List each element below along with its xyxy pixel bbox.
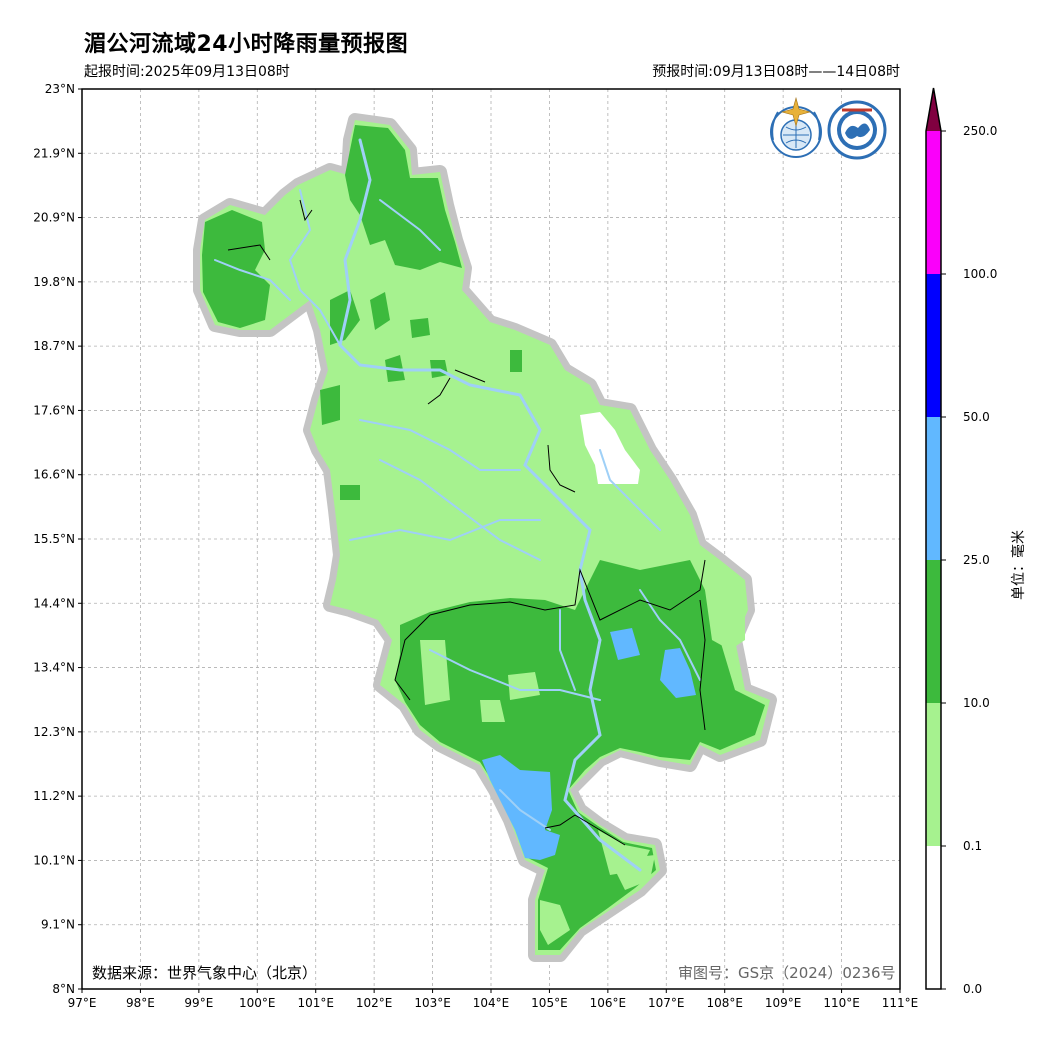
x-tick-label: 101°E <box>297 996 334 1010</box>
issue-time: 起报时间:2025年09月13日08时 <box>84 64 290 80</box>
y-tick-label: 12.3°N <box>33 725 75 739</box>
x-tick-label: 106°E <box>590 996 627 1010</box>
colorbar-tick-label: 0.1 <box>963 839 982 853</box>
data-source: 数据来源：世界气象中心（北京） <box>92 964 318 982</box>
x-tick-label: 98°E <box>126 996 155 1010</box>
x-tick-label: 105°E <box>531 996 568 1010</box>
x-tick-label: 99°E <box>184 996 213 1010</box>
rain-zone-0-0.1 <box>580 412 640 484</box>
unit-label: 单位：毫米 <box>1011 530 1027 600</box>
y-tick-label: 16.6°N <box>33 468 75 482</box>
x-tick-label: 100°E <box>239 996 276 1010</box>
colorbar-tick-label: 0.0 <box>963 982 982 996</box>
x-tick-label: 110°E <box>823 996 860 1010</box>
y-axis: 23°N 21.9°N 20.9°N 19.8°N 18.7°N 17.6°N 16.6°N… <box>33 82 82 996</box>
rain-zone-25-50-west <box>482 755 560 860</box>
y-tick-label: 8°N <box>52 982 75 996</box>
colorbar-tick-label: 10.0 <box>963 696 990 710</box>
cma-emblem-icon <box>827 100 887 160</box>
rain-zone-10-25-north <box>345 125 462 270</box>
rain-zone-0.1-10 <box>200 120 770 955</box>
colorbar-tick-label: 25.0 <box>963 553 990 567</box>
y-tick-label: 17.6°N <box>33 403 75 417</box>
map-title: 湄公河流域24小时降雨量预报图 <box>84 32 409 57</box>
x-tick-label: 107°E <box>648 996 685 1010</box>
country-boundaries <box>227 199 706 846</box>
colorbar-tick-label: 100.0 <box>963 267 997 281</box>
x-tick-label: 111°E <box>882 996 919 1010</box>
y-tick-label: 14.4°N <box>33 596 75 610</box>
y-tick-label: 13.4°N <box>33 661 75 675</box>
colorbar-ticks: 0.0 0.1 10.0 25.0 50.0 100.0 250.0 <box>941 124 997 996</box>
x-tick-label: 109°E <box>765 996 802 1010</box>
y-tick-label: 21.9°N <box>33 146 75 160</box>
colorbar-tick-label: 50.0 <box>963 410 990 424</box>
river-network <box>214 138 701 872</box>
rain-zone-0.1-10-islands <box>420 585 745 945</box>
y-tick-label: 19.8°N <box>33 275 75 289</box>
colorbar <box>925 87 942 990</box>
y-tick-label: 18.7°N <box>33 339 75 353</box>
rain-zone-25-50-east <box>610 628 696 698</box>
y-tick-label: 23°N <box>45 82 75 96</box>
wmo-emblem-icon <box>770 96 822 158</box>
x-tick-label: 102°E <box>356 996 393 1010</box>
x-tick-label: 104°E <box>473 996 510 1010</box>
x-axis: 97°E 98°E 99°E 100°E 101°E 102°E 103°E 104°E 105… <box>68 989 919 1010</box>
y-tick-label: 9.1°N <box>41 918 75 932</box>
basin-area <box>193 113 777 962</box>
y-tick-label: 10.1°N <box>33 853 75 867</box>
review-number: 审图号：GS京（2024）0236号 <box>678 964 896 982</box>
colorbar-tick-label: 250.0 <box>963 124 997 138</box>
x-tick-label: 97°E <box>68 996 97 1010</box>
y-tick-label: 11.2°N <box>33 789 75 803</box>
rain-zone-10-25-northwest-spots <box>320 290 522 500</box>
x-tick-label: 108°E <box>706 996 743 1010</box>
valid-time: 预报时间:09月13日08时——14日08时 <box>652 64 900 80</box>
y-tick-label: 15.5°N <box>33 532 75 546</box>
y-tick-label: 20.9°N <box>33 211 75 225</box>
x-tick-label: 103°E <box>414 996 451 1010</box>
